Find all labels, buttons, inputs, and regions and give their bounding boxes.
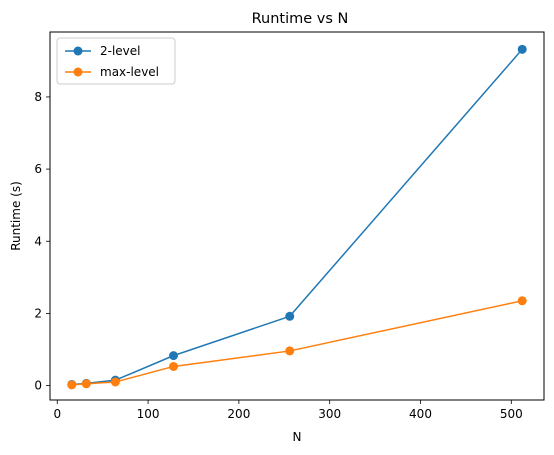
y-axis-label: Runtime (s)	[9, 181, 23, 251]
y-tick-label: 6	[34, 162, 42, 176]
axes-background	[50, 32, 544, 400]
data-point	[517, 296, 527, 306]
data-point	[517, 44, 527, 54]
legend: 2-level max-level	[56, 37, 176, 85]
x-tick-label: 200	[227, 407, 250, 421]
legend-label: 2-level	[100, 44, 141, 58]
axis-ticks: 0 100 200 300 400 500 0 2 4 6 8	[34, 90, 522, 421]
x-axis-label: N	[293, 430, 302, 444]
legend-marker	[73, 46, 83, 56]
y-tick-label: 0	[34, 379, 42, 393]
x-tick-label: 500	[500, 407, 523, 421]
series-max-level	[67, 296, 527, 390]
data-point	[169, 361, 178, 371]
data-point	[81, 379, 91, 389]
x-tick-label: 300	[318, 407, 341, 421]
data-point	[285, 311, 295, 321]
legend-label: max-level	[100, 65, 159, 79]
x-tick-label: 400	[409, 407, 432, 421]
y-tick-label: 2	[34, 306, 42, 320]
x-tick-label: 0	[53, 407, 61, 421]
plot-area: 0 100 200 300 400 500 0 2 4 6 8	[34, 31, 545, 421]
axes-frame	[49, 31, 545, 401]
data-point	[169, 351, 178, 361]
data-point	[67, 380, 77, 390]
data-point	[110, 377, 120, 387]
y-tick-label: 4	[34, 234, 42, 248]
y-tick-label: 8	[34, 90, 42, 104]
x-tick-label: 100	[137, 407, 160, 421]
chart-title: Runtime vs N	[252, 11, 349, 27]
legend-marker	[73, 67, 83, 77]
data-point	[285, 346, 295, 356]
series-lines	[67, 44, 527, 390]
